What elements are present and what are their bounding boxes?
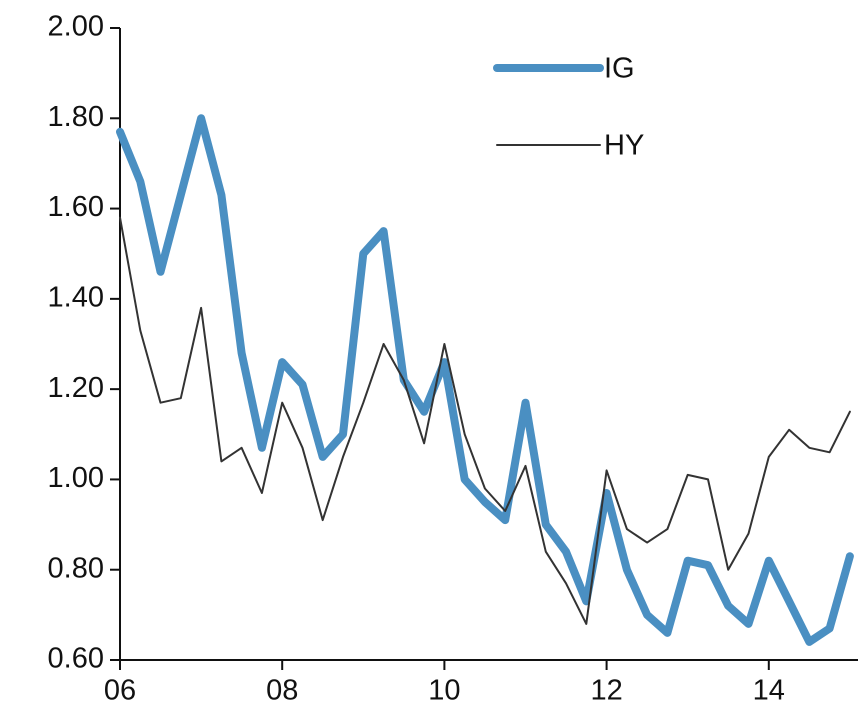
y-tick-label: 1.20 <box>48 372 104 404</box>
y-tick-label: 1.00 <box>48 462 104 494</box>
y-tick-label: 1.60 <box>48 191 104 223</box>
series-line <box>119 216 851 625</box>
x-tick-label: 12 <box>590 675 622 707</box>
y-tick-label: 1.80 <box>48 101 104 133</box>
series-line <box>116 114 854 646</box>
legend-label: HY <box>604 130 644 162</box>
y-tick-label: 0.60 <box>48 643 104 675</box>
x-tick-label: 14 <box>753 675 785 707</box>
x-tick-label: 10 <box>428 675 460 707</box>
x-tick-label: 06 <box>104 675 136 707</box>
y-tick-label: 0.80 <box>48 552 104 584</box>
y-tick-label: 1.40 <box>48 282 104 314</box>
y-tick-label: 2.00 <box>48 11 104 43</box>
legend-label: IG <box>604 53 635 85</box>
x-tick-label: 08 <box>266 675 298 707</box>
